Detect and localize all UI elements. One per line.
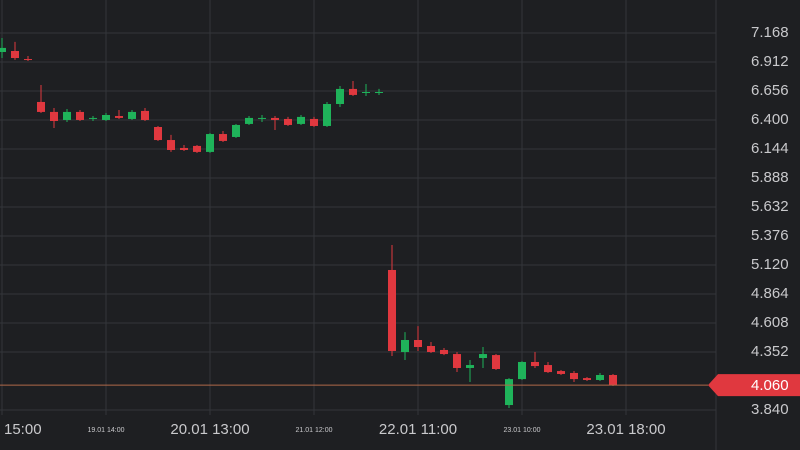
- x-tick-label: 21.01 12:00: [296, 427, 333, 434]
- candle-body: [583, 378, 591, 380]
- candle-body: [50, 111, 58, 121]
- candle-body: [596, 375, 604, 380]
- candle-body: [479, 354, 487, 359]
- x-tick-label: 22.01 11:00: [379, 421, 457, 438]
- candle-body: [505, 379, 513, 406]
- candle-body: [557, 371, 565, 374]
- candle-body: [271, 117, 279, 120]
- y-tick-label: 5.888: [751, 169, 789, 186]
- candle-body: [453, 354, 461, 368]
- candle-body: [24, 59, 32, 61]
- y-tick-label: 7.168: [751, 24, 789, 41]
- y-tick-label: 5.632: [751, 198, 789, 215]
- candle-body: [349, 88, 357, 95]
- candle-body: [427, 346, 435, 353]
- y-tick-label: 4.864: [751, 285, 789, 302]
- candle-body: [414, 339, 422, 348]
- candle-body: [37, 101, 45, 112]
- y-tick-label: 3.840: [751, 401, 789, 418]
- candle-body: [362, 91, 370, 93]
- x-tick-label: 23.01 18:00: [586, 421, 665, 438]
- candle-body: [180, 147, 188, 151]
- candle-body: [609, 375, 617, 386]
- y-tick-label: 6.912: [751, 53, 789, 70]
- y-tick-label: 4.352: [751, 343, 789, 360]
- candle-body: [258, 117, 266, 119]
- y-tick-label: 5.376: [751, 227, 789, 244]
- candle-body: [323, 104, 331, 126]
- y-tick-label: 5.120: [751, 256, 789, 273]
- candle-body: [128, 111, 136, 119]
- candle-body: [466, 365, 474, 368]
- candle-body: [375, 91, 383, 93]
- price-tag: [708, 374, 800, 397]
- candle-body: [89, 117, 97, 119]
- candle-body: [232, 124, 240, 137]
- candle-body: [518, 361, 526, 380]
- candle-body: [167, 140, 175, 151]
- candle-body: [297, 116, 305, 124]
- candle-body: [440, 349, 448, 355]
- candle-body: [492, 355, 500, 370]
- y-tick-label: 6.400: [751, 111, 789, 128]
- x-tick-label: 19.01 14:00: [88, 427, 125, 434]
- candle-body: [0, 47, 6, 53]
- candle-body: [570, 372, 578, 380]
- candle-body: [154, 127, 162, 141]
- x-tick-label: 20.01 13:00: [170, 421, 249, 438]
- candle-body: [63, 111, 71, 120]
- candle-body: [219, 134, 227, 141]
- candle-body: [193, 145, 201, 152]
- candle-body: [401, 339, 409, 353]
- candle-body: [115, 116, 123, 118]
- candle-body: [544, 365, 552, 373]
- x-tick-label: 15:00: [4, 421, 42, 438]
- candle-body: [245, 117, 253, 124]
- candle-body: [76, 111, 84, 120]
- candle-body: [310, 118, 318, 126]
- price-tag-label: 4.060: [751, 377, 789, 394]
- candle-body: [102, 114, 110, 120]
- candle-body: [11, 50, 19, 59]
- candle-body: [141, 110, 149, 120]
- candle-body: [336, 88, 344, 105]
- x-tick-label: 23.01 10:00: [504, 427, 541, 434]
- candle-body: [206, 134, 214, 152]
- candle-body: [388, 269, 396, 351]
- y-tick-label: 6.144: [751, 140, 789, 157]
- candle-body: [284, 118, 292, 125]
- candle-body: [531, 361, 539, 367]
- y-tick-label: 6.656: [751, 82, 789, 99]
- y-tick-label: 4.608: [751, 314, 789, 331]
